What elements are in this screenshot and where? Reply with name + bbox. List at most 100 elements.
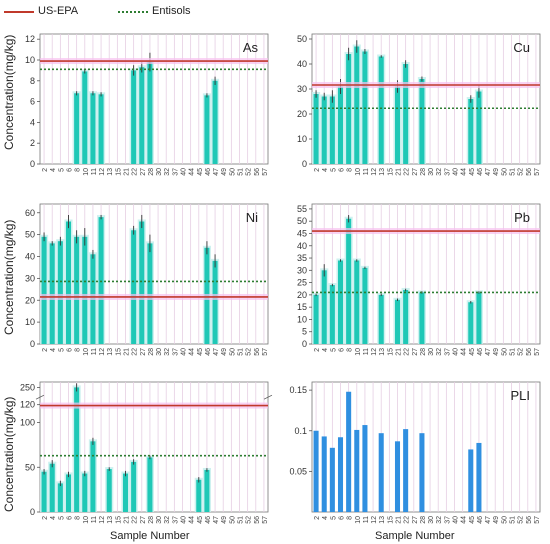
y-tick-label: 0	[30, 339, 35, 349]
x-tick-label: 45	[197, 348, 204, 356]
x-tick-label: 28	[148, 348, 155, 356]
x-tick-label: 28	[148, 168, 155, 176]
x-tick-label: 30	[428, 168, 435, 176]
x-tick-label: 5	[58, 348, 65, 352]
x-tick-label: 56	[254, 348, 261, 356]
x-tick-label: 30	[156, 168, 163, 176]
x-tick-label: 8	[75, 348, 82, 352]
x-tick-label: 50	[229, 516, 236, 524]
legend: US-EPA Entisols	[0, 0, 550, 24]
y-tick-label: 50	[25, 462, 35, 472]
x-tick-label: 13	[107, 348, 114, 356]
x-tick-label: 32	[164, 516, 171, 524]
panel-title: Cu	[513, 40, 530, 55]
x-tick-label: 44	[461, 516, 468, 524]
x-tick-label: 37	[444, 168, 451, 176]
y-tick-label: 30	[297, 265, 307, 275]
bar	[212, 260, 218, 344]
y-tick-label: 45	[297, 228, 307, 238]
x-tick-label: 2	[314, 168, 321, 172]
y-tick-label: 12	[25, 34, 35, 44]
bar	[82, 71, 88, 164]
x-tick-label: 15	[115, 168, 122, 176]
x-tick-label: 4	[50, 168, 57, 172]
legend-swatch-dotted-line	[118, 11, 148, 13]
bar	[362, 267, 368, 344]
y-tick-label: 4	[30, 117, 35, 127]
x-tick-label: 28	[420, 168, 427, 176]
bar	[476, 442, 482, 512]
bar	[212, 80, 218, 164]
x-tick-label: 27	[412, 348, 419, 356]
x-tick-label: 4	[50, 348, 57, 352]
y-axis-label-top: Concentration(mg/kg)	[2, 34, 16, 150]
x-axis-label-left: Sample Number	[110, 530, 190, 542]
x-tick-label: 12	[371, 516, 378, 524]
x-tick-label: 51	[510, 168, 517, 176]
x-tick-label: 22	[132, 348, 139, 356]
x-tick-label: 46	[477, 348, 484, 356]
bar	[403, 64, 409, 164]
bar	[419, 79, 425, 164]
y-tick-label: 20	[297, 290, 307, 300]
x-tick-label: 27	[412, 168, 419, 176]
x-tick-label: 27	[140, 168, 147, 176]
x-tick-label: 10	[83, 348, 90, 356]
y-tick-label: 60	[25, 208, 35, 218]
x-tick-label: 13	[379, 516, 386, 524]
x-tick-label: 46	[205, 348, 212, 356]
x-tick-label: 15	[387, 168, 394, 176]
x-tick-label: 37	[444, 516, 451, 524]
x-tick-label: 52	[246, 168, 253, 176]
bar	[329, 96, 335, 164]
bar	[65, 474, 72, 512]
x-tick-label: 6	[339, 168, 346, 172]
x-tick-label: 40	[453, 516, 460, 524]
bar	[329, 285, 335, 344]
bar	[98, 94, 104, 164]
x-tick-label: 13	[379, 348, 386, 356]
x-tick-label: 11	[91, 348, 98, 355]
bar	[337, 437, 344, 512]
bar	[476, 91, 482, 164]
legend-item-us-epa: US-EPA	[4, 4, 114, 20]
x-tick-label: 40	[453, 348, 460, 356]
bar	[313, 94, 319, 164]
bar	[90, 93, 96, 164]
y-tick-label: 0.15	[289, 385, 307, 395]
x-tick-label: 27	[140, 516, 147, 524]
x-tick-label: 56	[254, 168, 261, 176]
y-tick-label: 0	[30, 159, 35, 169]
x-tick-label: 21	[396, 348, 403, 356]
x-tick-label: 46	[205, 516, 212, 524]
x-tick-label: 27	[412, 516, 419, 524]
bar	[476, 292, 482, 344]
legend-swatch-solid-line	[4, 11, 34, 13]
bar	[321, 436, 327, 512]
bar	[394, 86, 401, 164]
x-tick-label: 6	[339, 516, 346, 520]
y-tick-label: 0	[302, 159, 307, 169]
x-tick-label: 44	[189, 168, 196, 176]
x-tick-label: 15	[115, 516, 122, 524]
x-tick-label: 46	[477, 168, 484, 176]
x-tick-label: 12	[371, 168, 378, 176]
x-axis-label-right: Sample Number	[375, 530, 455, 542]
x-tick-label: 44	[189, 348, 196, 356]
x-tick-label: 28	[420, 348, 427, 356]
x-tick-label: 12	[99, 168, 106, 176]
x-tick-label: 8	[347, 516, 354, 520]
bar	[49, 463, 55, 512]
bar	[82, 236, 88, 344]
x-tick-label: 21	[396, 168, 403, 176]
y-tick-label: 120	[20, 400, 35, 410]
x-tick-label: 27	[140, 348, 147, 356]
y-tick-label: 250	[20, 382, 35, 392]
x-tick-label: 50	[229, 168, 236, 176]
bar	[131, 461, 137, 512]
x-tick-label: 6	[67, 516, 74, 520]
x-tick-label: 2	[42, 168, 49, 172]
x-tick-label: 40	[181, 168, 188, 176]
y-tick-label: 50	[25, 230, 35, 240]
